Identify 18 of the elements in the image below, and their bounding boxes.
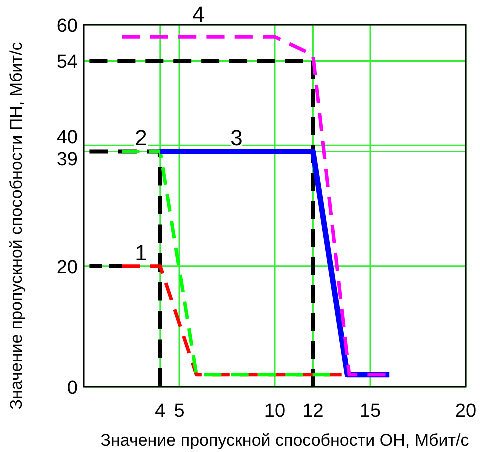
- series-label: 4: [192, 2, 205, 27]
- x-tick-label: 5: [174, 401, 185, 422]
- x-tick-label: 10: [264, 401, 286, 422]
- y-tick-label: 39: [56, 150, 78, 171]
- x-tick-label: 15: [360, 401, 382, 422]
- y-tick-label: 40: [56, 128, 78, 149]
- y-tick-label: 54: [56, 52, 78, 74]
- y-tick-label: 20: [56, 257, 78, 278]
- x-tick-label: 20: [455, 401, 477, 422]
- series-label: 3: [230, 126, 243, 151]
- series-label: 2: [135, 126, 148, 151]
- x-tick-label: 12: [302, 401, 324, 422]
- y-tick-label: 60: [56, 16, 78, 37]
- x-tick-label: 4: [155, 401, 166, 422]
- y-tick-label: 0: [67, 378, 78, 399]
- y-axis-title: Значение пропускной способности ПН, Мбит/с: [7, 42, 26, 410]
- series-label: 1: [135, 240, 148, 266]
- x-axis-title: Значение пропускной способности ОН, Мбит/с: [100, 431, 470, 450]
